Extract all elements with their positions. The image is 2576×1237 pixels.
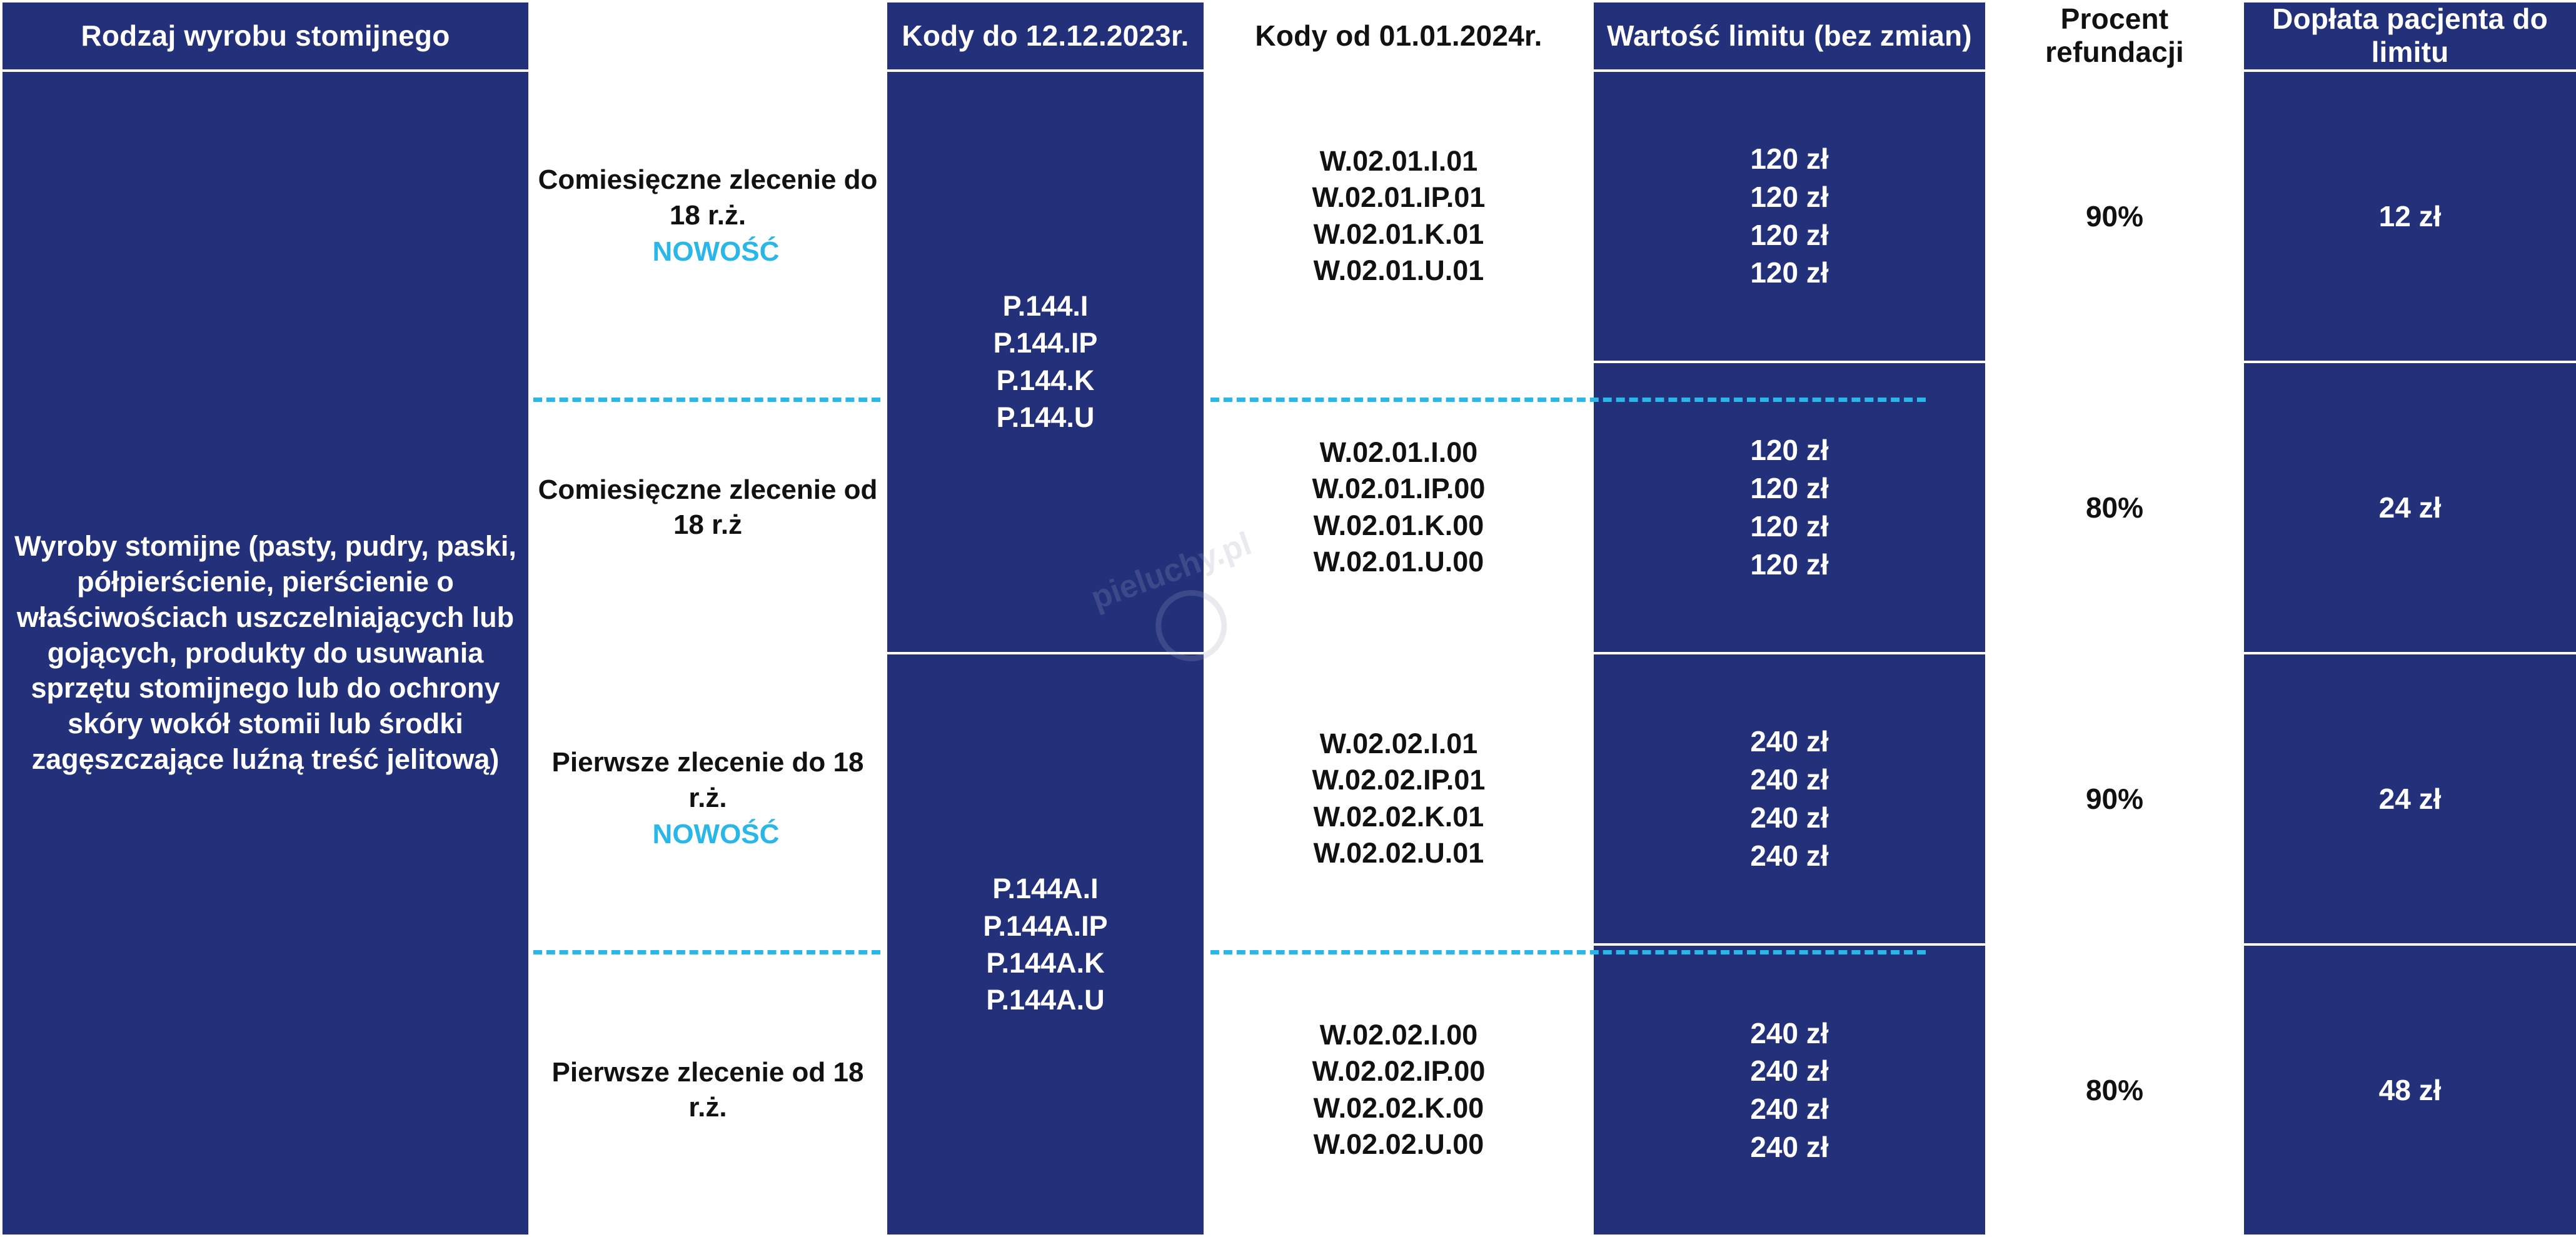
- new-code-line: W.02.01.I.00: [1319, 436, 1478, 468]
- header-refund-percent: Procent refundacji: [1985, 0, 2244, 72]
- new-codes-cell: W.02.02.I.00 W.02.02.IP.00 W.02.02.K.00 …: [1204, 943, 1594, 1237]
- limit-value-cell: 240 zł 240 zł 240 zł 240 zł: [1591, 651, 1988, 946]
- limit-line: 240 zł: [1750, 763, 1829, 796]
- order-type-cell-monthly-under18: Comiesięczne zlecenie do 18 r.ż. NOWOŚĆ: [528, 69, 887, 363]
- novelty-badge: NOWOŚĆ: [652, 236, 780, 267]
- new-codes-cell: W.02.01.I.00 W.02.01.IP.00 W.02.01.K.00 …: [1204, 360, 1594, 654]
- new-code-line: W.02.02.K.00: [1313, 1091, 1484, 1124]
- new-code-line: W.02.02.I.00: [1319, 1018, 1478, 1051]
- order-type-cell-first-over18: Pierwsze zlecenie od 18 r.ż.: [528, 943, 887, 1237]
- header-product-type: Rodzaj wyrobu stomijnego: [0, 0, 531, 72]
- table-row: Comiesięczne zlecenie od 18 r.ż W.02.01.…: [1, 360, 2576, 654]
- limit-line: 120 zł: [1750, 509, 1829, 543]
- refund-percent-cell: 80%: [1985, 943, 2244, 1237]
- order-type-label: Comiesięczne zlecenie do 18 r.ż.: [538, 164, 878, 231]
- novelty-badge: NOWOŚĆ: [652, 819, 780, 850]
- new-code-line: W.02.02.IP.01: [1312, 764, 1486, 796]
- order-type-cell-first-under18: Pierwsze zlecenie do 18 r.ż. NOWOŚĆ: [528, 651, 887, 946]
- limit-line: 240 zł: [1750, 1016, 1829, 1049]
- limit-line: 120 zł: [1750, 218, 1829, 251]
- product-type-cell: Wyroby stomijne (pasty, pudry, paski, pó…: [0, 69, 531, 1237]
- order-type-cell-monthly-over18: Comiesięczne zlecenie od 18 r.ż: [528, 360, 887, 654]
- new-code-line: W.02.01.IP.00: [1312, 473, 1486, 505]
- header-new-codes: Kody od 01.01.2024r.: [1204, 0, 1594, 72]
- order-type-label: Pierwsze zlecenie od 18 r.ż.: [551, 1056, 864, 1123]
- limit-line: 120 zł: [1750, 143, 1829, 176]
- old-code-line: P.144.U: [996, 401, 1095, 434]
- limit-line: 120 zł: [1750, 181, 1829, 214]
- limit-line: 240 zł: [1750, 725, 1829, 758]
- limit-value-cell: 240 zł 240 zł 240 zł 240 zł: [1591, 943, 1988, 1237]
- order-type-label: Comiesięczne zlecenie od 18 r.ż: [538, 474, 878, 540]
- new-codes-cell: W.02.02.I.01 W.02.02.IP.01 W.02.02.K.01 …: [1204, 651, 1594, 946]
- surcharge-cell: 24 zł: [2241, 651, 2576, 946]
- order-type-label: Pierwsze zlecenie do 18 r.ż.: [551, 747, 864, 813]
- old-code-line: P.144.K: [996, 364, 1095, 396]
- new-code-line: W.02.02.I.01: [1319, 727, 1478, 759]
- new-code-line: W.02.01.K.01: [1313, 218, 1484, 250]
- new-codes-cell: W.02.01.I.01 W.02.01.IP.01 W.02.01.K.01 …: [1204, 69, 1594, 363]
- new-code-line: W.02.02.IP.00: [1312, 1055, 1486, 1088]
- limit-line: 120 zł: [1750, 256, 1829, 289]
- limit-value-cell: 120 zł 120 zł 120 zł 120 zł: [1591, 69, 1988, 363]
- surcharge-cell: 24 zł: [2241, 360, 2576, 654]
- new-code-line: W.02.01.IP.01: [1312, 181, 1486, 214]
- limit-line: 120 zł: [1750, 472, 1829, 505]
- limit-line: 120 zł: [1750, 548, 1829, 581]
- new-code-line: W.02.01.I.01: [1319, 144, 1478, 177]
- limit-line: 240 zł: [1750, 1092, 1829, 1125]
- new-code-line: W.02.01.K.00: [1313, 509, 1484, 541]
- new-code-line: W.02.02.U.01: [1313, 837, 1484, 869]
- header-order-type: [528, 0, 887, 72]
- old-code-line: P.144.I: [1002, 290, 1089, 322]
- old-codes-cell-group1: P.144.I P.144.IP P.144.K P.144.U: [885, 69, 1206, 654]
- new-code-line: W.02.02.U.00: [1313, 1128, 1484, 1161]
- limit-line: 120 zł: [1750, 434, 1829, 467]
- limit-line: 240 zł: [1750, 1130, 1829, 1163]
- new-code-line: W.02.01.U.01: [1313, 254, 1484, 287]
- old-code-line: P.144A.K: [986, 946, 1105, 979]
- header-limit-value: Wartość limitu (bez zmian): [1591, 0, 1988, 72]
- limit-line: 240 zł: [1750, 1054, 1829, 1088]
- refund-percent-cell: 90%: [1985, 651, 2244, 946]
- limit-line: 240 zł: [1750, 801, 1829, 834]
- header-old-codes: Kody do 12.12.2023r.: [885, 0, 1206, 72]
- limit-line: 240 zł: [1750, 839, 1829, 872]
- surcharge-cell: 12 zł: [2241, 69, 2576, 363]
- table-row: Pierwsze zlecenie do 18 r.ż. NOWOŚĆ P.14…: [1, 651, 2576, 1237]
- table-header-row: Rodzaj wyrobu stomijnego Kody do 12.12.2…: [0, 0, 2576, 72]
- refund-percent-cell: 90%: [1985, 69, 2244, 363]
- limit-value-cell: 120 zł 120 zł 120 zł 120 zł: [1591, 360, 1988, 654]
- table-row: Wyroby stomijne (pasty, pudry, paski, pó…: [0, 69, 2576, 1237]
- surcharge-cell: 48 zł: [2241, 943, 2576, 1237]
- table-row: Pierwsze zlecenie od 18 r.ż. W.02.02.I.0…: [1, 943, 2576, 1237]
- old-code-line: P.144A.IP: [983, 909, 1108, 942]
- old-code-line: P.144.IP: [993, 327, 1098, 359]
- old-codes-cell-group2: P.144A.I P.144A.IP P.144A.K P.144A.U: [885, 651, 1206, 1237]
- old-code-line: P.144A.U: [986, 984, 1105, 1016]
- refund-percent-cell: 80%: [1985, 360, 2244, 654]
- new-code-line: W.02.02.K.01: [1313, 800, 1484, 833]
- new-code-line: W.02.01.U.00: [1313, 546, 1484, 578]
- header-surcharge: Dopłata pacjenta do limitu: [2241, 0, 2576, 72]
- old-code-line: P.144A.I: [992, 873, 1099, 905]
